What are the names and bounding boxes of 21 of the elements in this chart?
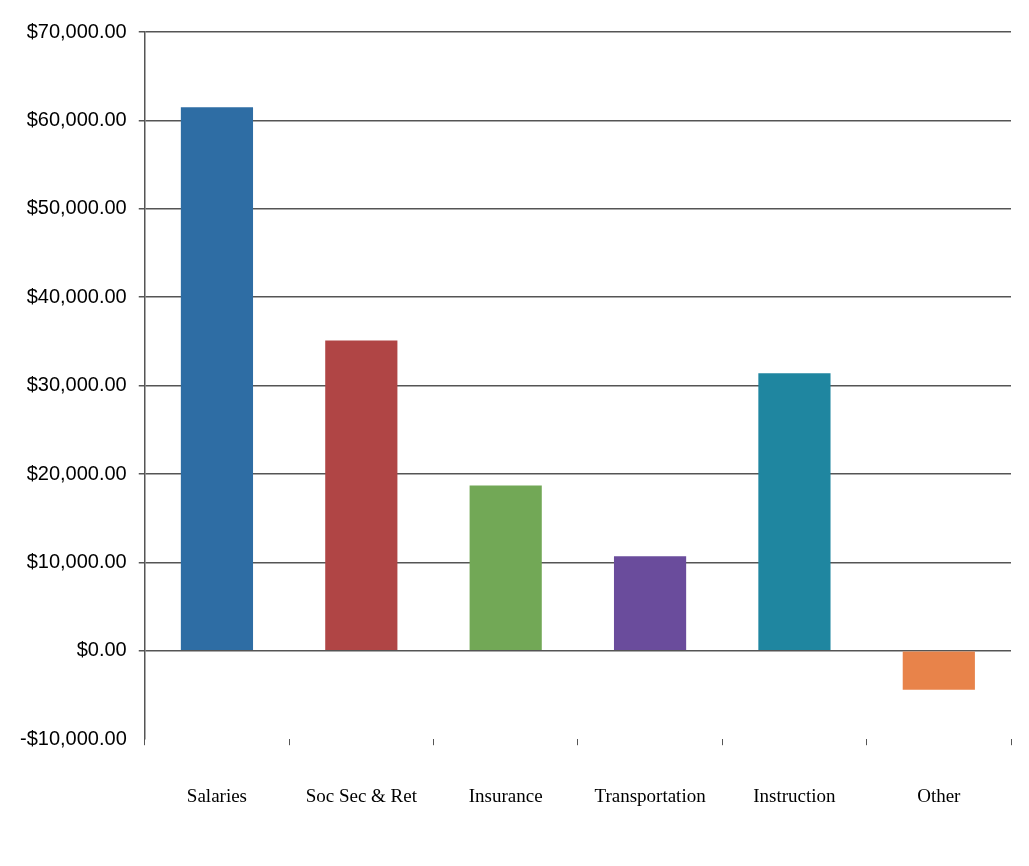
x-tick-label: Soc Sec & Ret bbox=[305, 784, 418, 806]
bar bbox=[902, 651, 975, 690]
y-tick-label: $40,000.00 bbox=[26, 284, 127, 307]
x-tick-label: Insurance bbox=[468, 784, 543, 806]
y-tick-label: $30,000.00 bbox=[26, 373, 127, 396]
x-tick-label: Other bbox=[917, 784, 962, 806]
bar bbox=[758, 373, 831, 651]
y-tick-label: -$10,000.00 bbox=[19, 726, 127, 749]
bar bbox=[325, 340, 398, 651]
y-tick-label: $50,000.00 bbox=[26, 196, 127, 219]
x-tick-label: Transportation bbox=[594, 784, 707, 806]
y-tick-label: $10,000.00 bbox=[26, 549, 127, 572]
y-tick-label: $70,000.00 bbox=[26, 19, 127, 42]
y-tick-label: $0.00 bbox=[76, 638, 127, 661]
y-tick-label: $20,000.00 bbox=[26, 461, 127, 484]
x-tick-label: Salaries bbox=[186, 784, 248, 806]
bar bbox=[180, 107, 254, 651]
x-tick-label: Instruction bbox=[753, 784, 837, 806]
y-tick-label: $60,000.00 bbox=[26, 107, 127, 130]
bar bbox=[613, 556, 687, 651]
bar bbox=[469, 485, 542, 651]
